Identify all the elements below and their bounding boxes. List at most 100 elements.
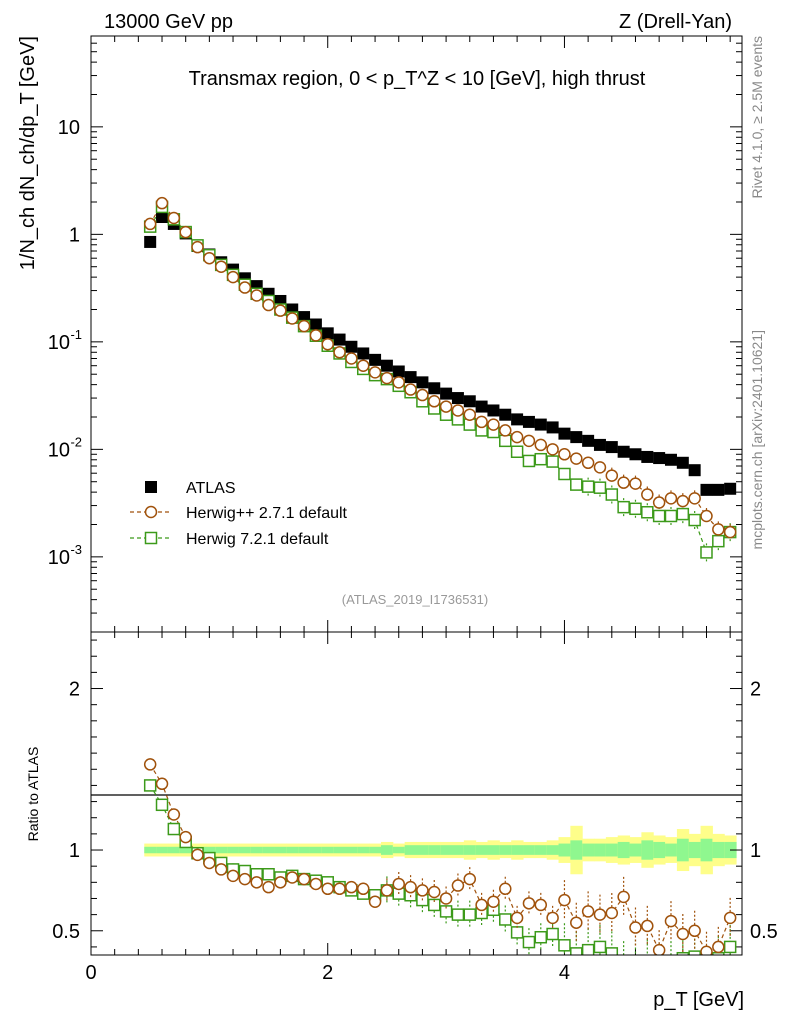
ratio-herwigpp-point — [463, 872, 477, 886]
ratio-herwig7-point — [570, 947, 583, 955]
ratio-herwigpp-point — [723, 911, 737, 925]
band-inner-bin — [274, 846, 287, 854]
band-inner-bin — [534, 845, 548, 855]
ratio-y-tick-label: 0.5 — [52, 921, 80, 943]
ratio-herwig7-point — [581, 943, 595, 955]
ratio-herwig7-point — [167, 822, 181, 836]
herwigpp-point — [664, 492, 678, 505]
band-inner-bin — [156, 846, 169, 854]
band-inner-bin — [380, 845, 394, 855]
herwigpp-point — [522, 434, 536, 448]
herwigpp-point — [428, 395, 441, 408]
ratio-herwig7-point — [618, 958, 629, 969]
herwig7-point — [581, 480, 595, 493]
atlas-point — [333, 333, 346, 346]
atlas-point — [522, 415, 535, 428]
x-tick-label: 0 — [85, 962, 96, 984]
ratio-herwigpp-point — [712, 940, 725, 954]
herwig7-point — [510, 445, 524, 459]
ratio-herwigpp-point — [250, 876, 263, 889]
band-inner-bin — [665, 843, 678, 857]
herwig7-point — [617, 500, 630, 514]
series-line-herwig7 — [149, 205, 731, 554]
atlas-point — [511, 413, 524, 426]
ratio-herwigpp-point — [581, 905, 595, 918]
herwigpp-point — [297, 319, 311, 333]
ratio-herwig7-point — [630, 956, 641, 967]
herwigpp-point — [676, 494, 690, 508]
band-inner-bin — [641, 840, 654, 860]
atlas-point — [582, 434, 595, 447]
herwigpp-point — [333, 346, 346, 359]
herwigpp-point — [155, 196, 169, 210]
herwigpp-point — [143, 217, 157, 231]
y-tick-exponent: -1 — [70, 327, 82, 342]
x-axis-label: p_T [GeV] — [653, 989, 744, 1011]
ratio-herwigpp-point — [345, 880, 358, 894]
herwigpp-point — [652, 496, 666, 509]
herwig7-point — [522, 454, 536, 468]
herwig7-point — [700, 546, 713, 559]
ratio-herwigpp-point — [214, 863, 228, 876]
band-inner-bin — [487, 845, 500, 855]
herwig7-point — [629, 502, 642, 516]
atlas-point — [404, 371, 417, 384]
ratio-herwig7-point — [262, 868, 275, 881]
ratio-herwig7-point — [463, 908, 477, 921]
ratio-herwigpp-point — [451, 879, 465, 892]
ratio-herwigpp-point — [522, 897, 536, 910]
herwig7-point — [534, 452, 548, 466]
ratio-y-tick-label: 1 — [69, 840, 80, 862]
main-ylabel: 1/N_ch dN_ch/dp_T [GeV] — [17, 36, 39, 270]
band-inner-bin — [227, 846, 240, 854]
atlas-point — [629, 448, 642, 461]
ratio-herwigpp-point — [688, 924, 701, 938]
ratio-herwigpp-point — [309, 877, 323, 891]
ratio-herwigpp-point — [629, 921, 642, 934]
band-inner-bin — [416, 845, 429, 855]
ratio-herwigpp-point — [285, 871, 299, 884]
herwig7-point — [712, 534, 725, 548]
herwigpp-point — [605, 469, 619, 482]
ratio-herwigpp-point — [534, 898, 548, 912]
ratio-herwigpp-point — [380, 884, 394, 897]
ratio-y-tick-label-right: 0.5 — [750, 921, 778, 943]
ratio-herwigpp-point — [428, 885, 441, 899]
ratio-y-tick-label: 2 — [69, 679, 80, 701]
band-inner-bin — [167, 846, 181, 854]
herwig7-point — [546, 455, 559, 468]
x-tick-label: 4 — [559, 962, 570, 984]
ratio-herwigpp-point — [392, 877, 405, 891]
ratio-herwigpp-point — [605, 906, 619, 920]
ratio-herwig7-point — [451, 908, 465, 921]
atlas-point — [664, 453, 677, 466]
y-tick-label: 10 — [48, 439, 70, 461]
ratio-herwigpp-point — [558, 893, 571, 907]
atlas-point — [144, 235, 157, 248]
band-inner-bin — [440, 845, 453, 855]
herwigpp-point — [712, 523, 725, 536]
y-tick-label: 1 — [69, 224, 80, 246]
band-inner-bin — [653, 841, 666, 859]
atlas-point — [558, 427, 571, 440]
rivet-label: Rivet 4.1.0, ≥ 2.5M events — [749, 36, 765, 199]
series-line-herwigpp — [149, 202, 731, 533]
ratio-herwigpp-point — [617, 890, 630, 904]
ratio-herwigpp-point — [676, 927, 690, 941]
herwigpp-point — [593, 461, 607, 474]
band-inner-bin — [369, 846, 382, 854]
band-inner-bin — [676, 838, 690, 862]
herwigpp-point — [191, 240, 204, 254]
herwig7-point — [499, 434, 512, 448]
band-inner-bin — [570, 840, 583, 860]
band-inner-bin — [463, 845, 477, 855]
band-inner-bin — [629, 843, 642, 857]
atlas-point — [653, 452, 666, 465]
atlas-point — [605, 441, 618, 454]
atlas-point — [416, 376, 429, 389]
ratio-herwig7-point — [499, 913, 512, 926]
ratio-herwigpp-point — [356, 882, 370, 896]
ratio-clipped-series — [143, 758, 737, 969]
ratio-herwigpp-point — [641, 919, 654, 933]
